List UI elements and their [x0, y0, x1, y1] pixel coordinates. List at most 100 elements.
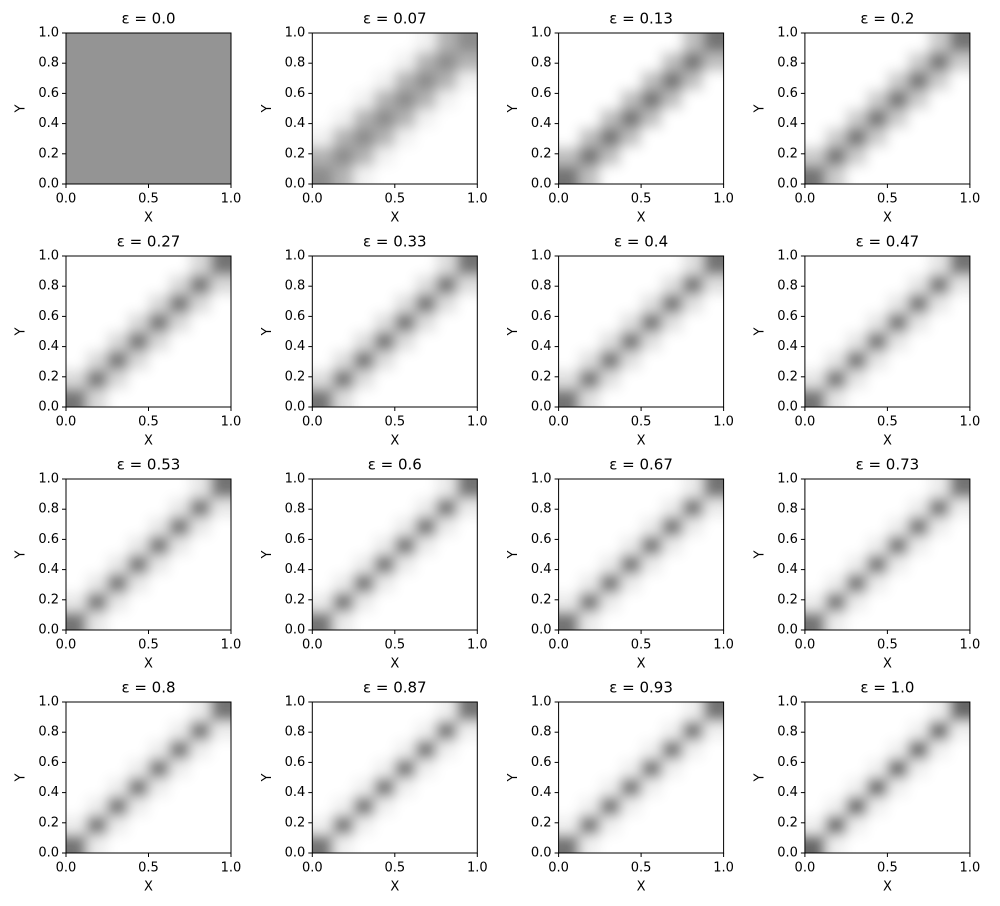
- heatmap-cells: [804, 256, 970, 407]
- heatmap-cell: [558, 312, 580, 332]
- heatmap-cell: [394, 89, 416, 109]
- heatmap-cell: [127, 796, 149, 816]
- heatmap-cell: [415, 33, 437, 53]
- heatmap-cell: [928, 796, 950, 816]
- x-axis-label: X: [390, 211, 399, 226]
- heatmap-cells: [312, 479, 478, 630]
- y-tick-label: 0.6: [38, 532, 59, 547]
- heatmap-cell: [189, 350, 211, 370]
- heatmap-cell: [394, 592, 416, 612]
- heatmap-cell: [825, 739, 847, 760]
- heatmap-cell: [374, 274, 396, 295]
- heatmap-cell: [702, 51, 724, 72]
- heatmap-cell: [558, 611, 580, 630]
- y-tick-label: 0.8: [777, 56, 798, 71]
- heatmap-cell: [887, 108, 909, 128]
- heatmap-cell: [415, 89, 437, 109]
- heatmap-cell: [682, 165, 704, 184]
- x-tick-label: 0.5: [384, 192, 405, 207]
- heatmap-cell: [928, 256, 950, 276]
- heatmap-cell: [456, 815, 478, 835]
- heatmap-cell: [210, 350, 231, 370]
- heatmap-cell: [846, 739, 868, 760]
- y-tick-label: 1.0: [777, 249, 798, 264]
- heatmap-cell: [661, 127, 683, 147]
- heatmap-cell: [661, 274, 683, 295]
- heatmap-cell: [866, 479, 888, 499]
- heatmap-cell: [620, 256, 642, 276]
- heatmap-cell: [887, 70, 909, 91]
- heatmap-cell: [456, 51, 478, 72]
- heatmap-cell: [436, 758, 458, 778]
- heatmap-cell: [846, 573, 868, 593]
- y-tick-label: 0.4: [531, 562, 552, 577]
- heatmap-cell: [682, 554, 704, 574]
- heatmap-cell: [949, 70, 970, 91]
- heatmap-cell: [415, 388, 437, 407]
- heatmap-cell: [804, 739, 827, 760]
- heatmap-cell: [804, 702, 827, 722]
- heatmap-cell: [846, 274, 868, 295]
- heatmap-cell: [928, 369, 950, 389]
- y-tick-label: 0.8: [777, 279, 798, 294]
- heatmap-cell: [312, 758, 334, 778]
- heatmap-cell: [148, 834, 170, 853]
- y-tick-label: 0.6: [777, 755, 798, 770]
- heatmap-cell: [107, 758, 129, 778]
- y-axis-label: Y: [752, 550, 767, 559]
- heatmap-cell: [107, 89, 129, 109]
- heatmap-cell: [374, 350, 396, 370]
- heatmap-cell: [661, 592, 683, 612]
- heatmap-cell: [846, 70, 868, 91]
- heatmap-cell: [107, 108, 129, 128]
- heatmap-cell: [620, 33, 642, 53]
- heatmap-cell: [702, 611, 724, 630]
- y-tick-label: 0.0: [38, 177, 59, 192]
- heatmap-cell: [210, 70, 231, 91]
- heatmap-cell: [394, 554, 416, 574]
- heatmap-cell: [804, 146, 827, 166]
- heatmap-cell: [169, 611, 191, 630]
- heatmap-cell: [66, 516, 88, 537]
- heatmap-cell: [66, 127, 88, 147]
- heatmap-cell: [456, 127, 478, 147]
- heatmap-cell: [825, 350, 847, 370]
- heatmap: [558, 479, 724, 630]
- heatmap-cell: [928, 758, 950, 778]
- heatmap-cell: [127, 516, 149, 537]
- x-tick-label: 1.0: [467, 638, 488, 653]
- heatmap-cell: [456, 89, 478, 109]
- heatmap-cell: [908, 51, 930, 72]
- heatmap-cell: [682, 70, 704, 91]
- heatmap-cell: [866, 33, 888, 53]
- subplot-title: ε = 0.47: [856, 233, 920, 251]
- heatmap-cell: [127, 834, 149, 853]
- heatmap-cell: [579, 535, 601, 555]
- heatmap-cell: [908, 33, 930, 53]
- heatmap-cell: [353, 573, 375, 593]
- heatmap-cell: [107, 33, 129, 53]
- heatmap-cell: [374, 592, 396, 612]
- heatmap-cell: [599, 573, 621, 593]
- heatmap-cell: [825, 516, 847, 537]
- heatmap-cell: [415, 331, 437, 351]
- heatmap-cell: [620, 796, 642, 816]
- heatmap-cell: [928, 720, 950, 741]
- y-axis-label: Y: [506, 327, 521, 336]
- heatmap-cell: [579, 702, 601, 722]
- heatmap-cell: [949, 739, 970, 760]
- heatmap-cell: [866, 256, 888, 276]
- heatmap-cell: [86, 702, 108, 722]
- heatmap-cell: [702, 165, 724, 184]
- heatmap-cell: [620, 815, 642, 835]
- heatmap-cell: [682, 535, 704, 555]
- heatmap-cell: [620, 293, 642, 314]
- heatmap-cell: [436, 127, 458, 147]
- y-tick-label: 0.2: [531, 592, 552, 607]
- heatmap-cell: [189, 497, 211, 518]
- heatmap-cell: [394, 350, 416, 370]
- heatmap-cell: [887, 89, 909, 109]
- heatmap-cell: [332, 89, 355, 109]
- y-tick-label: 1.0: [285, 695, 306, 710]
- heatmap-cell: [866, 70, 888, 91]
